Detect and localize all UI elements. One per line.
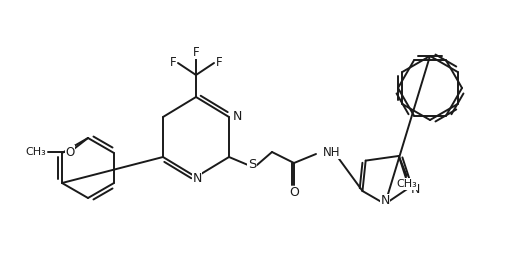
Text: CH₃: CH₃ [25, 147, 46, 157]
Text: N: N [380, 195, 390, 207]
Text: F: F [216, 57, 223, 69]
Text: N: N [410, 183, 420, 196]
Text: F: F [170, 57, 176, 69]
Text: S: S [248, 158, 256, 172]
Text: N: N [192, 173, 201, 186]
Text: O: O [65, 146, 75, 158]
Text: CH₃: CH₃ [396, 179, 417, 189]
Text: O: O [289, 187, 299, 199]
Text: N: N [232, 110, 242, 124]
Text: NH: NH [323, 146, 340, 158]
Text: F: F [193, 45, 199, 59]
